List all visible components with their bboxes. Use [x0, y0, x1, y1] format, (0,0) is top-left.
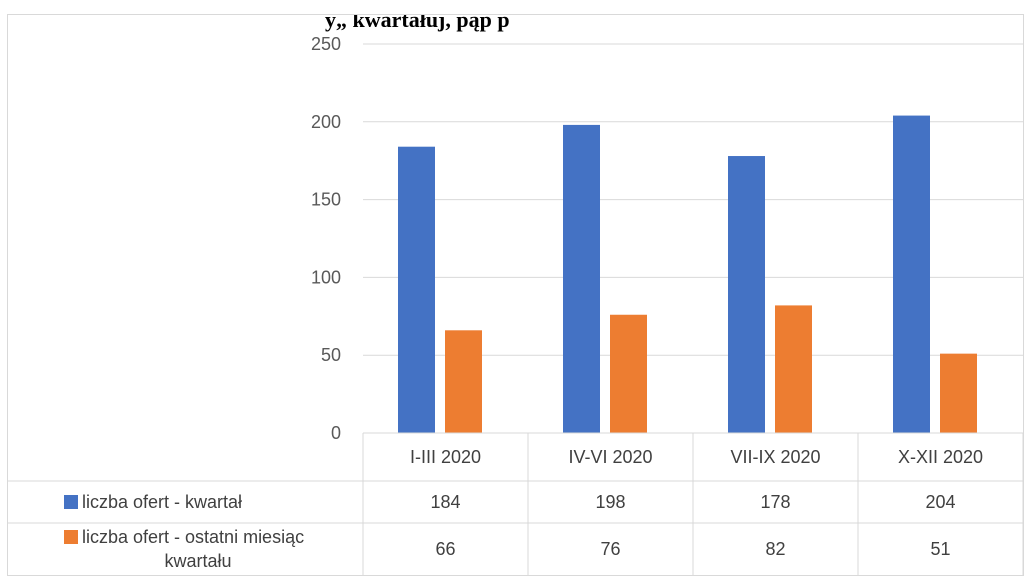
data-value: 178	[760, 492, 790, 512]
data-value: 198	[595, 492, 625, 512]
category-label: VII-IX 2020	[730, 447, 820, 467]
y-tick-label: 200	[311, 112, 341, 132]
bar-1	[728, 156, 765, 434]
data-value: 66	[435, 539, 455, 559]
bar-1	[563, 124, 600, 434]
y-tick-label: 150	[311, 190, 341, 210]
data-value: 204	[925, 492, 955, 512]
data-value: 76	[600, 539, 620, 559]
data-value: 82	[765, 539, 785, 559]
series-name: liczba ofert - kwartał	[82, 492, 242, 512]
data-value: 51	[930, 539, 950, 559]
y-tick-label: 100	[311, 267, 341, 287]
data-value: 184	[430, 492, 460, 512]
series-name: kwartału	[164, 551, 231, 571]
bar-1	[893, 115, 930, 434]
y-tick-label: 250	[311, 34, 341, 54]
category-label: X-XII 2020	[898, 447, 983, 467]
y-tick-label: 50	[321, 345, 341, 365]
bar-2	[610, 314, 647, 433]
legend-key-2	[64, 530, 78, 544]
category-label: I-III 2020	[410, 447, 481, 467]
bar-2	[775, 305, 812, 433]
legend-key-1	[64, 495, 78, 509]
chart-title: y„ kwartałuj, pąp p	[325, 14, 510, 32]
bar-2	[445, 330, 482, 433]
bar-1	[398, 146, 435, 434]
series-name: liczba ofert - ostatni miesiąc	[82, 527, 304, 547]
y-tick-label: 0	[331, 423, 341, 443]
chart-frame: y„ kwartałuj, pąp p 0 50 100 150 200 250 I-III…	[7, 14, 1024, 576]
chart-svg: 0 50 100 150 200 250 I-III 2020 IV-VI 2020 VII-I…	[8, 34, 1023, 575]
category-label: IV-VI 2020	[568, 447, 652, 467]
bar-2	[940, 353, 977, 433]
